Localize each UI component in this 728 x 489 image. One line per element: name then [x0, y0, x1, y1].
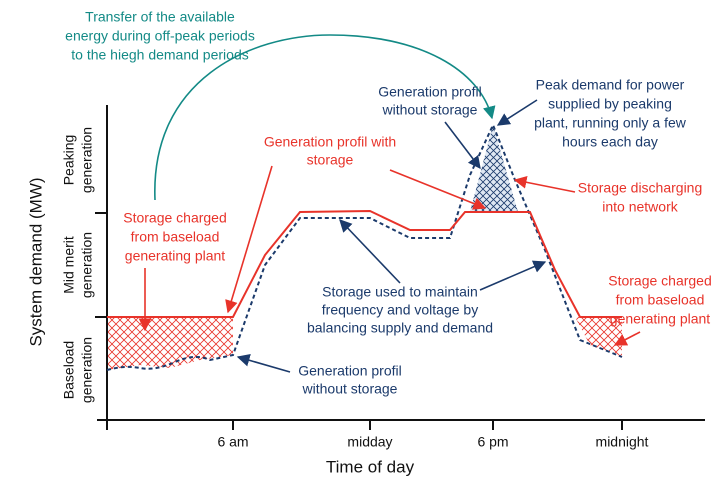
annotation-text: from baseload [616, 292, 705, 308]
band-label: generation [79, 337, 95, 403]
annotation-text: without storage [302, 381, 398, 397]
axis-labels: System demand (MW) Time of day 6 am midd… [26, 127, 648, 477]
annotation-text: to the hiegh demand periods [71, 47, 248, 63]
annotation-text: frequency and voltage by [322, 302, 478, 318]
x-axis-label: Time of day [326, 457, 415, 476]
annotation-text: from baseload [131, 229, 220, 245]
annotations: Transfer of the available energy during o… [65, 9, 712, 397]
band-label: generation [79, 127, 95, 193]
x-tick-label: 6 am [217, 434, 248, 450]
annotation-text: Generation profil [298, 363, 402, 379]
annotation-text: Storage charged [123, 210, 227, 226]
hatch-areas [107, 125, 622, 370]
annotation-text: Storage discharging [578, 180, 703, 196]
annotation-text: storage [307, 152, 354, 168]
band-label: generation [79, 232, 95, 298]
axes [95, 105, 705, 430]
band-label: Baseload [61, 341, 77, 399]
annotation-text: supplied by peaking [548, 96, 672, 112]
annotation-text: without storage [382, 102, 478, 118]
annotation-text: Generation profil with [264, 134, 396, 150]
profile-with-storage [107, 209, 622, 318]
band-label: Peaking [61, 135, 77, 186]
x-tick-label: 6 pm [477, 434, 508, 450]
annotation-text: plant, running only a few [534, 115, 687, 131]
annotation-text: into network [602, 199, 678, 215]
annotation-text: generating plant [125, 248, 226, 264]
y-axis-label: System demand (MW) [26, 177, 45, 346]
annotation-text: energy during off-peak periods [65, 28, 255, 44]
x-tick-label: midnight [596, 434, 649, 450]
x-tick-label: midday [347, 434, 392, 450]
band-label: Mid merit [61, 236, 77, 294]
annotation-text: hours each day [562, 134, 658, 150]
annotation-text: Generation profil [378, 84, 482, 100]
annotation-text: Transfer of the available [85, 9, 235, 25]
annotation-text: Storage charged [608, 273, 712, 289]
annotation-text: generating plant [610, 311, 711, 327]
annotation-text: Peak demand for power [536, 77, 685, 93]
annotation-text: Storage used to maintain [322, 284, 478, 300]
annotation-text: balancing supply and demand [307, 320, 493, 336]
arrows [138, 34, 641, 373]
